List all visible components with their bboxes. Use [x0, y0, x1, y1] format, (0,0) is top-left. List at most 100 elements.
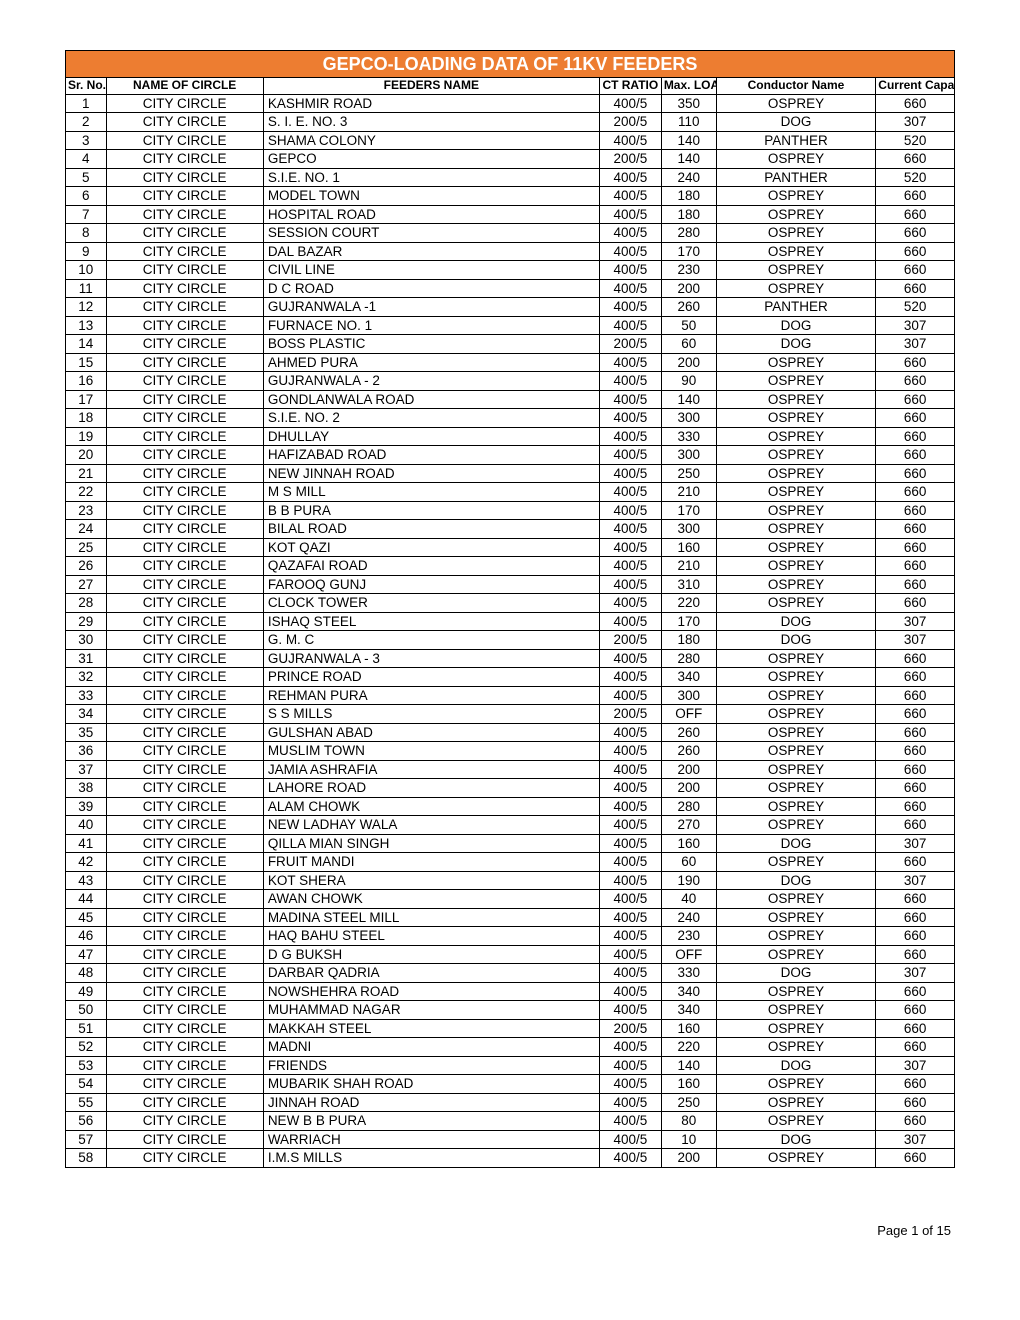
cell-cap: 307 — [876, 834, 955, 853]
cell-sr: 11 — [66, 279, 107, 298]
cell-ct: 400/5 — [599, 520, 661, 539]
cell-load: 160 — [661, 538, 716, 557]
cell-load: 160 — [661, 1075, 716, 1094]
cell-circle: CITY CIRCLE — [106, 316, 263, 335]
cell-ct: 400/5 — [599, 816, 661, 835]
cell-cap: 660 — [876, 261, 955, 280]
table-row: 39CITY CIRCLEALAM CHOWK400/5280OSPREY660 — [66, 797, 955, 816]
cell-sr: 27 — [66, 575, 107, 594]
table-row: 5CITY CIRCLES.I.E. NO. 1400/5240PANTHER5… — [66, 168, 955, 187]
cell-cap: 660 — [876, 686, 955, 705]
table-row: 34CITY CIRCLES S MILLS200/5OFFOSPREY660 — [66, 705, 955, 724]
cell-sr: 12 — [66, 298, 107, 317]
cell-circle: CITY CIRCLE — [106, 1056, 263, 1075]
cell-cond: OSPREY — [716, 409, 876, 428]
cell-load: 280 — [661, 797, 716, 816]
cell-sr: 52 — [66, 1038, 107, 1057]
cell-sr: 17 — [66, 390, 107, 409]
cell-feeder: B B PURA — [263, 501, 599, 520]
cell-circle: CITY CIRCLE — [106, 94, 263, 113]
cell-circle: CITY CIRCLE — [106, 594, 263, 613]
cell-cap: 660 — [876, 668, 955, 687]
cell-cap: 660 — [876, 446, 955, 465]
cell-feeder: DAL BAZAR — [263, 242, 599, 261]
cell-circle: CITY CIRCLE — [106, 538, 263, 557]
cell-feeder: ISHAQ STEEL — [263, 612, 599, 631]
cell-cap: 660 — [876, 150, 955, 169]
cell-cap: 660 — [876, 649, 955, 668]
cell-load: 340 — [661, 668, 716, 687]
cell-load: 110 — [661, 113, 716, 132]
cell-ct: 400/5 — [599, 131, 661, 150]
cell-circle: CITY CIRCLE — [106, 187, 263, 206]
table-row: 3CITY CIRCLESHAMA COLONY400/5140PANTHER5… — [66, 131, 955, 150]
cell-sr: 19 — [66, 427, 107, 446]
cell-cond: OSPREY — [716, 483, 876, 502]
cell-cond: OSPREY — [716, 520, 876, 539]
cell-cap: 520 — [876, 131, 955, 150]
cell-load: 260 — [661, 723, 716, 742]
table-row: 15CITY CIRCLEAHMED PURA400/5200OSPREY660 — [66, 353, 955, 372]
cell-cap: 307 — [876, 1056, 955, 1075]
cell-feeder: NEW LADHAY WALA — [263, 816, 599, 835]
cell-cap: 660 — [876, 594, 955, 613]
cell-circle: CITY CIRCLE — [106, 279, 263, 298]
cell-load: 170 — [661, 612, 716, 631]
cell-circle: CITY CIRCLE — [106, 224, 263, 243]
table-row: 29CITY CIRCLEISHAQ STEEL400/5170DOG307 — [66, 612, 955, 631]
cell-circle: CITY CIRCLE — [106, 927, 263, 946]
table-row: 35CITY CIRCLEGULSHAN ABAD400/5260OSPREY6… — [66, 723, 955, 742]
cell-load: OFF — [661, 945, 716, 964]
cell-feeder: FRUIT MANDI — [263, 853, 599, 872]
cell-ct: 400/5 — [599, 649, 661, 668]
table-row: 13CITY CIRCLEFURNACE NO. 1400/550DOG307 — [66, 316, 955, 335]
cell-sr: 58 — [66, 1149, 107, 1168]
cell-cond: OSPREY — [716, 760, 876, 779]
cell-cond: OSPREY — [716, 649, 876, 668]
cell-cap: 660 — [876, 1075, 955, 1094]
cell-ct: 400/5 — [599, 686, 661, 705]
cell-cond: DOG — [716, 871, 876, 890]
cell-sr: 54 — [66, 1075, 107, 1094]
cell-sr: 40 — [66, 816, 107, 835]
cell-ct: 400/5 — [599, 1093, 661, 1112]
table-row: 47CITY CIRCLED G BUKSH400/5OFFOSPREY660 — [66, 945, 955, 964]
cell-feeder: QAZAFAI ROAD — [263, 557, 599, 576]
cell-circle: CITY CIRCLE — [106, 520, 263, 539]
cell-sr: 8 — [66, 224, 107, 243]
cell-cap: 660 — [876, 1149, 955, 1168]
col-header-feeder: FEEDERS NAME — [263, 78, 599, 95]
cell-load: 250 — [661, 1093, 716, 1112]
cell-ct: 400/5 — [599, 501, 661, 520]
cell-cond: OSPREY — [716, 927, 876, 946]
cell-cap: 660 — [876, 390, 955, 409]
cell-feeder: FURNACE NO. 1 — [263, 316, 599, 335]
cell-feeder: HOSPITAL ROAD — [263, 205, 599, 224]
table-row: 45CITY CIRCLEMADINA STEEL MILL400/5240OS… — [66, 908, 955, 927]
cell-circle: CITY CIRCLE — [106, 131, 263, 150]
cell-circle: CITY CIRCLE — [106, 1093, 263, 1112]
cell-sr: 39 — [66, 797, 107, 816]
cell-load: 160 — [661, 834, 716, 853]
page-footer: Page 1 of 15 — [65, 1223, 955, 1238]
cell-load: 60 — [661, 853, 716, 872]
table-row: 4CITY CIRCLEGEPCO200/5140OSPREY660 — [66, 150, 955, 169]
cell-sr: 29 — [66, 612, 107, 631]
cell-circle: CITY CIRCLE — [106, 390, 263, 409]
cell-circle: CITY CIRCLE — [106, 261, 263, 280]
cell-ct: 400/5 — [599, 390, 661, 409]
cell-sr: 14 — [66, 335, 107, 354]
cell-circle: CITY CIRCLE — [106, 205, 263, 224]
cell-circle: CITY CIRCLE — [106, 483, 263, 502]
cell-feeder: M S MILL — [263, 483, 599, 502]
cell-feeder: G. M. C — [263, 631, 599, 650]
cell-cond: OSPREY — [716, 742, 876, 761]
cell-sr: 35 — [66, 723, 107, 742]
table-row: 22CITY CIRCLEM S MILL400/5210OSPREY660 — [66, 483, 955, 502]
table-row: 57CITY CIRCLEWARRIACH400/510DOG307 — [66, 1130, 955, 1149]
cell-circle: CITY CIRCLE — [106, 705, 263, 724]
cell-load: 140 — [661, 390, 716, 409]
cell-ct: 400/5 — [599, 1038, 661, 1057]
cell-sr: 46 — [66, 927, 107, 946]
cell-sr: 2 — [66, 113, 107, 132]
